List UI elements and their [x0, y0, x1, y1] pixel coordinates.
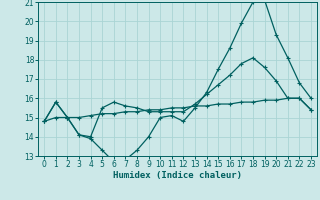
- X-axis label: Humidex (Indice chaleur): Humidex (Indice chaleur): [113, 171, 242, 180]
